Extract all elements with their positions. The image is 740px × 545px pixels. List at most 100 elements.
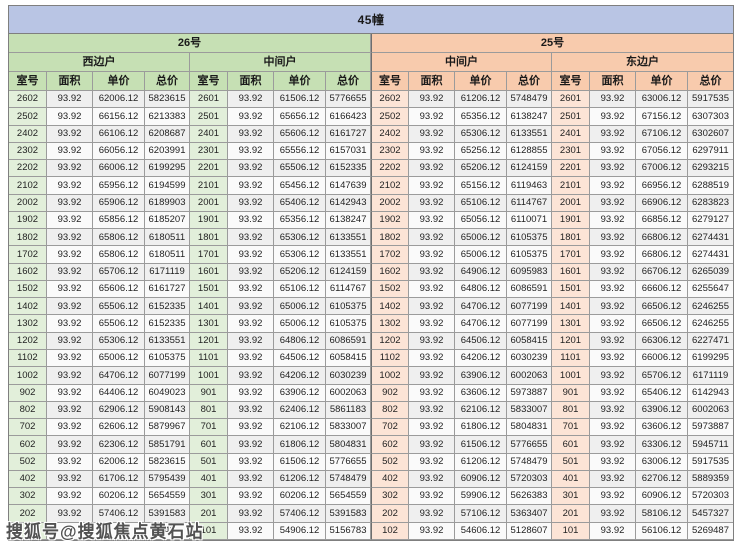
- area-cell: 93.92: [409, 315, 455, 333]
- area-cell: 93.92: [409, 384, 455, 402]
- column-header: 面积: [409, 72, 455, 91]
- area-cell: 93.92: [228, 142, 274, 161]
- total-price-cell: 5973887: [688, 419, 733, 437]
- area-cell: 93.92: [409, 91, 455, 109]
- room-cell: 202: [371, 505, 409, 523]
- area-cell: 93.92: [409, 298, 455, 316]
- unit-price-cell: 64806.12: [455, 280, 507, 299]
- room-cell: 1801: [190, 229, 228, 247]
- total-price-cell: 6152335: [145, 298, 190, 316]
- area-cell: 93.92: [228, 177, 274, 195]
- total-price-cell: 5879967: [145, 419, 190, 437]
- room-cell: 201: [552, 505, 590, 523]
- unit-price-cell: 64706.12: [455, 298, 507, 316]
- total-price-cell: 6171119: [145, 263, 190, 281]
- room-cell: 2201: [190, 160, 228, 178]
- room-cell: 1502: [371, 280, 409, 299]
- area-cell: 93.92: [228, 160, 274, 178]
- room-cell: 902: [9, 384, 47, 402]
- room-cell: 1402: [371, 298, 409, 316]
- room-cell: 1601: [552, 263, 590, 281]
- area-cell: 93.92: [47, 194, 93, 212]
- unit-price-cell: 65956.12: [93, 177, 145, 195]
- unit-price-cell: 65306.12: [93, 332, 145, 350]
- total-price-cell: 6274431: [688, 229, 733, 247]
- building-title: 45幢: [9, 6, 733, 34]
- area-cell: 93.92: [228, 453, 274, 471]
- unit-price-cell: 63906.12: [636, 401, 688, 420]
- unit-price-cell: 65306.12: [274, 229, 326, 247]
- unit-price-cell: 61506.12: [274, 91, 326, 109]
- total-price-cell: 6227471: [688, 332, 733, 350]
- total-price-cell: 6246255: [688, 315, 733, 333]
- area-cell: 93.92: [228, 108, 274, 126]
- area-cell: 93.92: [409, 470, 455, 489]
- unit-price-cell: 64706.12: [93, 367, 145, 385]
- total-price-cell: 6274431: [688, 246, 733, 264]
- total-price-cell: 5917535: [688, 453, 733, 471]
- unit-price-cell: 65106.12: [455, 194, 507, 212]
- unit-type-header-row: 西边户 中间户 中间户 东边户: [9, 53, 733, 72]
- unit-price-cell: 64206.12: [274, 367, 326, 385]
- room-cell: 2002: [9, 194, 47, 212]
- area-cell: 93.92: [228, 470, 274, 489]
- table-row: 602 93.92 62306.12 5851791 601 93.92 61806.12 5…: [9, 436, 733, 454]
- area-cell: 93.92: [590, 401, 636, 420]
- total-price-cell: 6199295: [145, 160, 190, 178]
- area-cell: 93.92: [47, 160, 93, 178]
- total-price-cell: 6095983: [507, 263, 552, 281]
- total-price-cell: 6166423: [326, 108, 371, 126]
- total-price-cell: 6138247: [507, 108, 552, 126]
- room-cell: 1401: [552, 298, 590, 316]
- total-price-cell: 5720303: [507, 470, 552, 489]
- area-cell: 93.92: [228, 384, 274, 402]
- area-cell: 93.92: [228, 211, 274, 230]
- area-cell: 93.92: [228, 263, 274, 281]
- total-price-cell: 5156783: [326, 522, 371, 540]
- area-cell: 93.92: [409, 229, 455, 247]
- column-header: 单价: [455, 72, 507, 91]
- unit-price-cell: 65406.12: [274, 194, 326, 212]
- total-price-cell: 5626383: [507, 488, 552, 506]
- area-cell: 93.92: [590, 160, 636, 178]
- area-cell: 93.92: [409, 332, 455, 350]
- room-cell: 2501: [552, 108, 590, 126]
- room-cell: 1102: [9, 349, 47, 368]
- unit-price-cell: 66606.12: [636, 280, 688, 299]
- total-price-cell: 6180511: [145, 229, 190, 247]
- total-price-cell: 6077199: [507, 315, 552, 333]
- area-cell: 93.92: [409, 453, 455, 471]
- unit-price-cell: 66006.12: [636, 349, 688, 368]
- room-cell: 1601: [190, 263, 228, 281]
- room-cell: 2301: [552, 142, 590, 161]
- unit-price-cell: 65606.12: [274, 125, 326, 143]
- unit-price-cell: 61706.12: [93, 470, 145, 489]
- area-cell: 93.92: [590, 246, 636, 264]
- total-price-cell: 6133551: [145, 332, 190, 350]
- unit-price-cell: 58106.12: [636, 505, 688, 523]
- unit-price-cell: 61206.12: [455, 91, 507, 109]
- total-price-cell: 5804831: [326, 436, 371, 454]
- area-cell: 93.92: [47, 315, 93, 333]
- total-price-cell: 6189903: [145, 194, 190, 212]
- unit-price-cell: 65706.12: [93, 263, 145, 281]
- unit-price-cell: 60206.12: [274, 488, 326, 506]
- room-cell: 2302: [9, 142, 47, 161]
- area-cell: 93.92: [47, 229, 93, 247]
- total-price-cell: 6105375: [507, 229, 552, 247]
- area-cell: 93.92: [590, 298, 636, 316]
- unit-price-cell: 64906.12: [455, 263, 507, 281]
- table-body: 2602 93.92 62006.12 5823615 2601 93.92 61506.1…: [9, 91, 733, 540]
- total-price-cell: 6105375: [145, 349, 190, 368]
- room-cell: 701: [552, 419, 590, 437]
- total-price-cell: 5457327: [688, 505, 733, 523]
- total-price-cell: 6152335: [145, 315, 190, 333]
- area-cell: 93.92: [228, 332, 274, 350]
- unit-price-cell: 63606.12: [455, 384, 507, 402]
- unit-price-cell: 61206.12: [455, 453, 507, 471]
- room-cell: 1001: [190, 367, 228, 385]
- unit-price-cell: 65456.12: [274, 177, 326, 195]
- unit-price-cell: 64406.12: [93, 384, 145, 402]
- unit-price-cell: 65256.12: [455, 142, 507, 161]
- area-cell: 93.92: [47, 280, 93, 299]
